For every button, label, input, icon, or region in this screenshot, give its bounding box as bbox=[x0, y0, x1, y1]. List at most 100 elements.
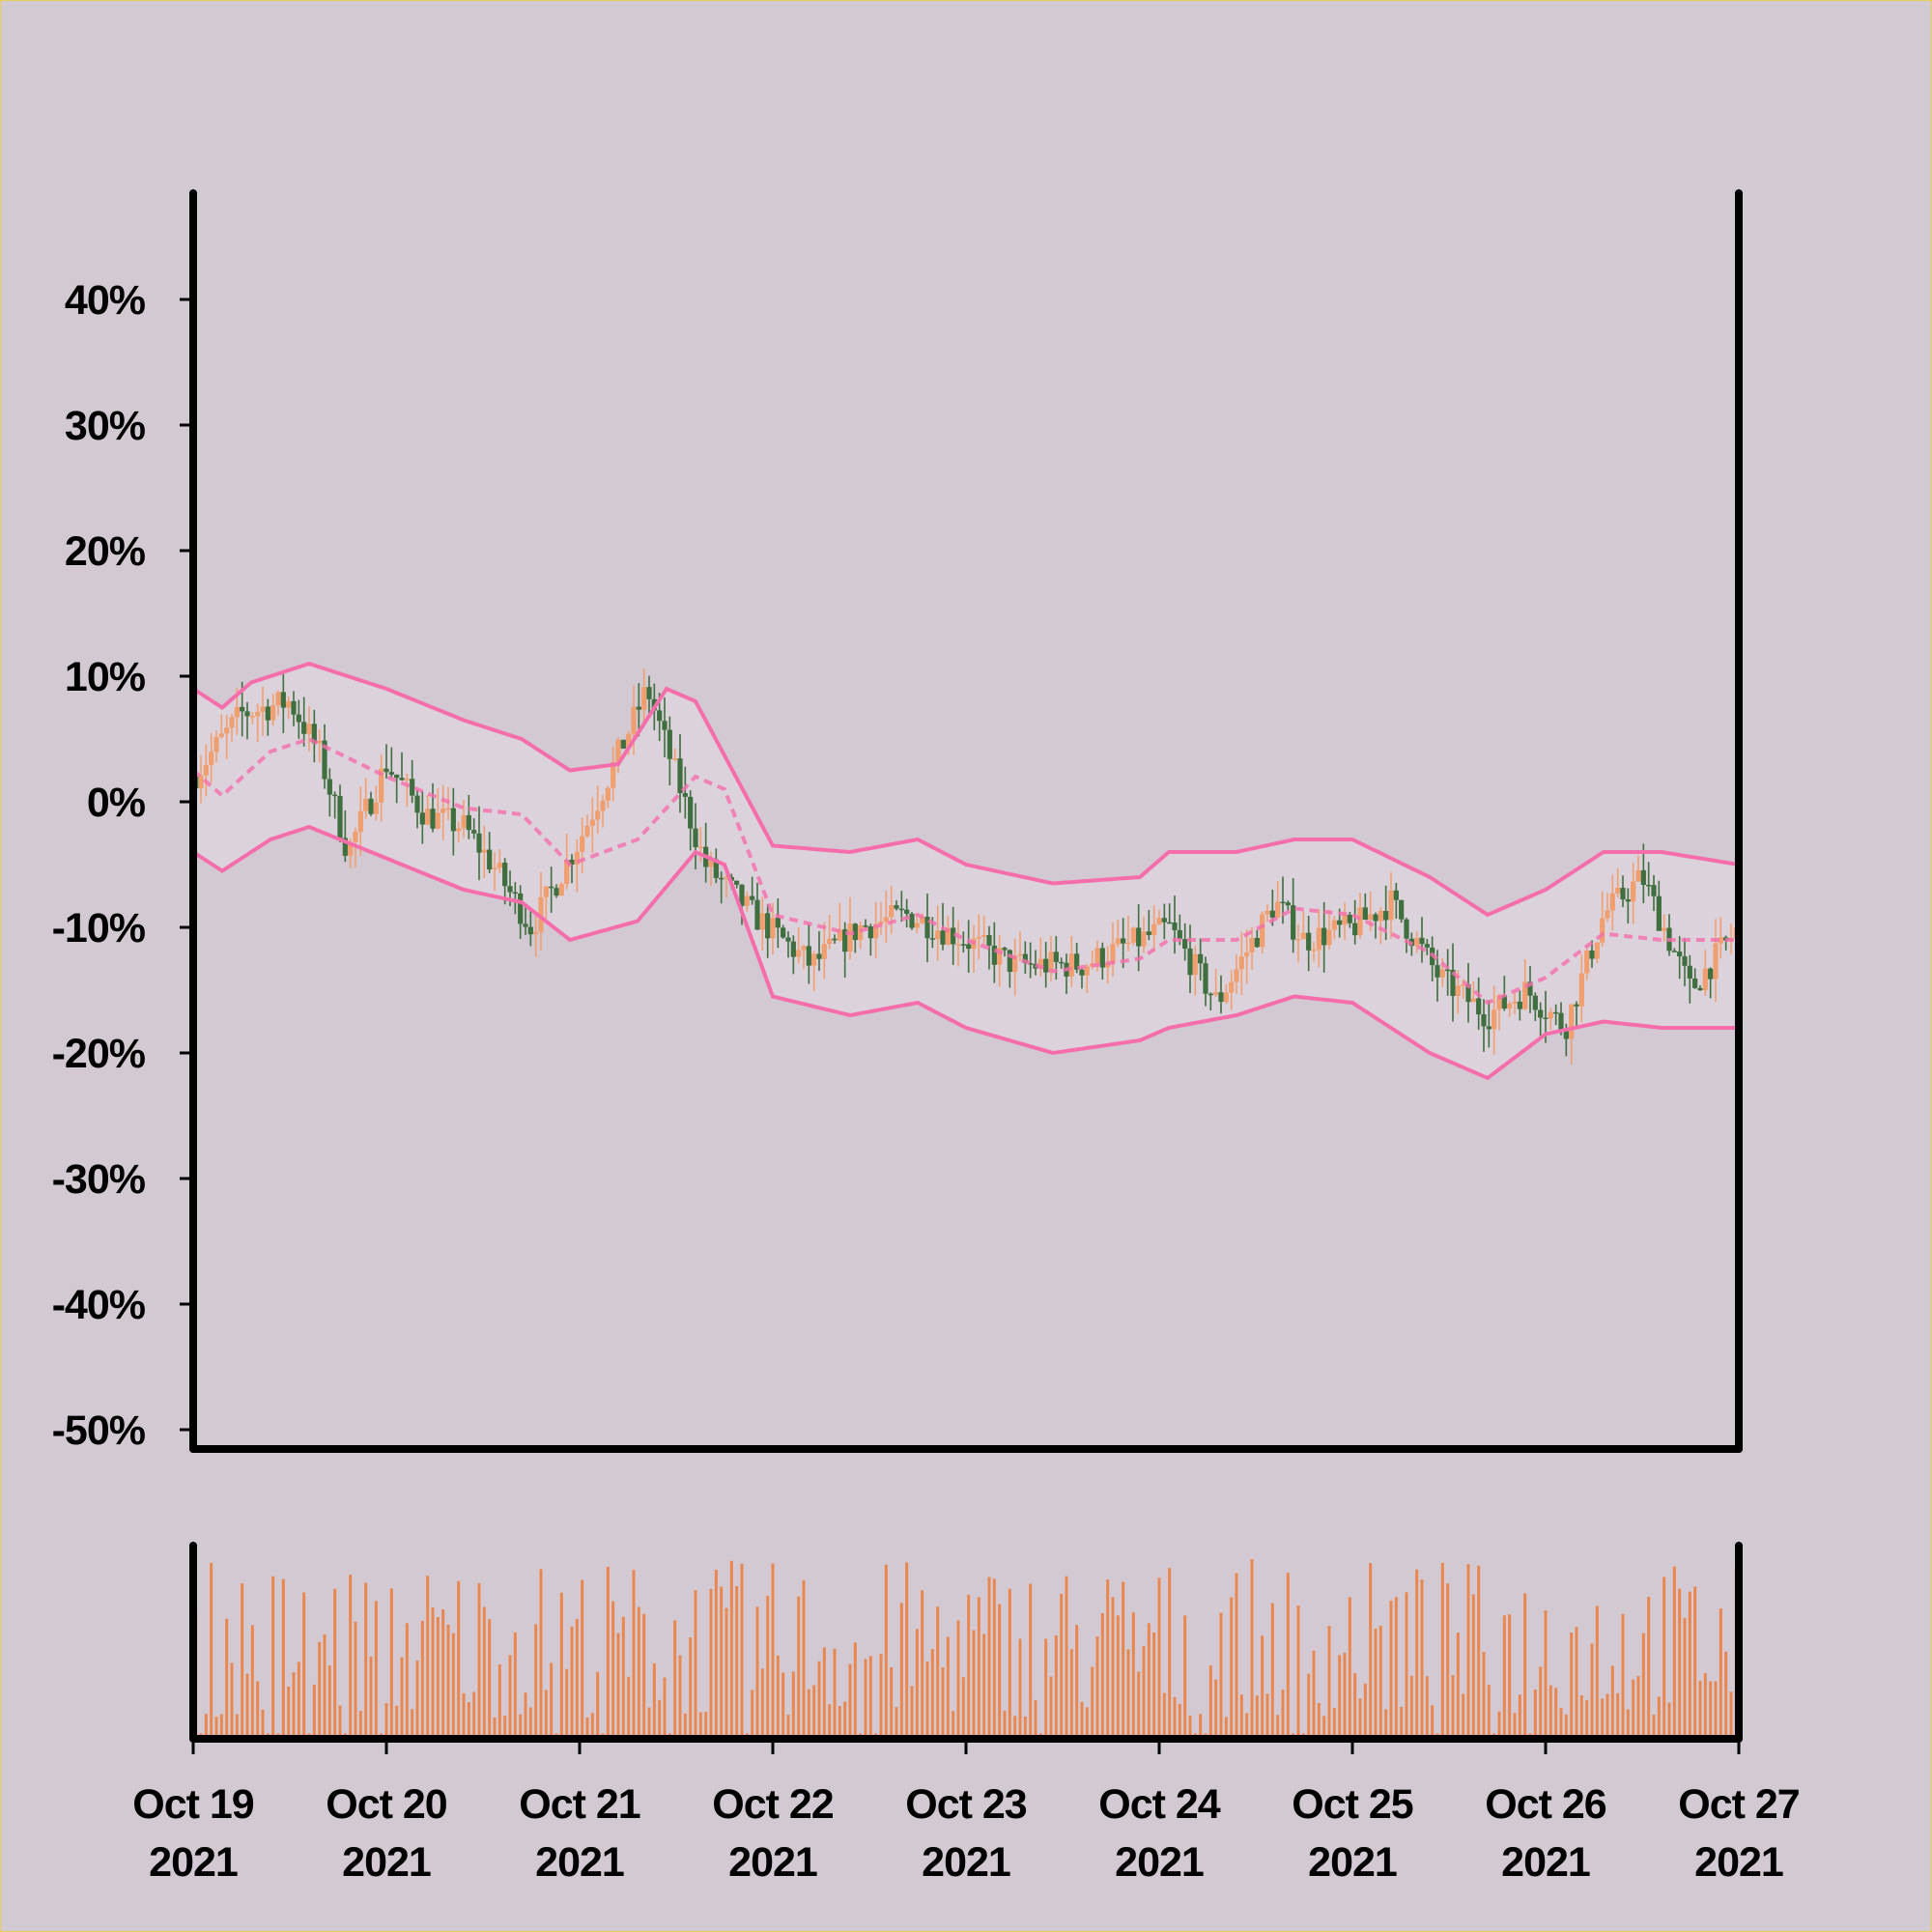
volume-bar bbox=[1446, 1583, 1450, 1739]
volume-bar bbox=[354, 1621, 357, 1739]
volume-bar bbox=[1239, 1694, 1243, 1739]
volume-bar bbox=[1054, 1635, 1058, 1739]
volume-bar bbox=[941, 1666, 945, 1739]
candle-body bbox=[1059, 961, 1065, 964]
candle-body bbox=[991, 945, 997, 965]
bollinger-lower-line bbox=[191, 824, 1739, 1081]
volume-bar bbox=[241, 1583, 244, 1739]
volume-bar bbox=[1162, 1692, 1166, 1739]
candle-body bbox=[765, 913, 771, 939]
volume-bar bbox=[1168, 1568, 1172, 1739]
candle-body bbox=[1677, 952, 1683, 957]
candle-body bbox=[1291, 905, 1296, 940]
volume-bar bbox=[1276, 1715, 1280, 1739]
volume-bar bbox=[1487, 1685, 1491, 1739]
candle-body bbox=[1182, 939, 1188, 949]
candle-body bbox=[1656, 895, 1662, 931]
candle-body bbox=[1486, 1026, 1492, 1030]
candle-body bbox=[1512, 1001, 1518, 1005]
candle-body bbox=[1156, 918, 1162, 924]
volume-bar bbox=[1111, 1597, 1115, 1739]
volume-bar bbox=[1431, 1705, 1435, 1739]
volume-bar bbox=[575, 1618, 579, 1739]
candle-body bbox=[363, 798, 369, 811]
candle-body bbox=[754, 899, 760, 930]
candle-body bbox=[713, 859, 719, 878]
volume-bar bbox=[776, 1655, 780, 1739]
volume-bar bbox=[1636, 1676, 1640, 1739]
volume-bar bbox=[616, 1633, 620, 1739]
volume-bar bbox=[1389, 1601, 1393, 1739]
candle-body bbox=[574, 851, 580, 865]
candle-body bbox=[739, 884, 745, 906]
volume-bar bbox=[910, 1686, 914, 1739]
candle-body bbox=[1130, 927, 1136, 943]
candle-body bbox=[1548, 1011, 1553, 1019]
volume-bar bbox=[952, 1711, 955, 1739]
volume-bar bbox=[1590, 1643, 1594, 1739]
volume-bar bbox=[807, 1689, 810, 1739]
y-tick-label: 40% bbox=[65, 277, 146, 324]
volume-bar bbox=[1394, 1597, 1398, 1739]
volume-bar bbox=[1570, 1633, 1574, 1739]
volume-bar bbox=[915, 1629, 919, 1739]
y-tick-label: -10% bbox=[52, 905, 146, 952]
volume-bar bbox=[925, 1661, 929, 1739]
candle-body bbox=[852, 923, 858, 941]
volume-bar bbox=[411, 1709, 414, 1739]
volume-bar bbox=[312, 1684, 316, 1739]
volume-bar bbox=[797, 1596, 801, 1739]
candle-body bbox=[1331, 920, 1337, 930]
volume-bar bbox=[451, 1633, 455, 1739]
candle-body bbox=[564, 859, 570, 885]
volume-bar bbox=[446, 1624, 450, 1739]
volume-bar bbox=[1307, 1673, 1311, 1739]
candle-body bbox=[955, 944, 961, 946]
y-tick-label: 10% bbox=[65, 654, 146, 700]
volume-bar bbox=[457, 1580, 461, 1739]
candle-body bbox=[976, 936, 981, 939]
candle-body bbox=[1280, 901, 1286, 904]
candle-body bbox=[1600, 918, 1605, 943]
candle-body bbox=[1419, 937, 1425, 945]
candle-body bbox=[1321, 927, 1327, 946]
volume-bar bbox=[1678, 1588, 1682, 1739]
bollinger-upper-line bbox=[191, 661, 1740, 918]
x-tick-label-year: 2021 bbox=[1308, 1839, 1397, 1886]
volume-bar bbox=[1235, 1573, 1238, 1739]
volume-bar bbox=[1157, 1577, 1161, 1739]
volume-bar bbox=[1575, 1627, 1578, 1739]
volume-bar bbox=[812, 1685, 816, 1739]
candle-body bbox=[430, 809, 436, 829]
volume-bar bbox=[1456, 1633, 1460, 1739]
volume-bar bbox=[1641, 1633, 1645, 1739]
volume-bar bbox=[868, 1656, 872, 1739]
x-tick-label-date: Oct 19 bbox=[132, 1781, 254, 1828]
volume-bar bbox=[581, 1579, 584, 1739]
volume-bar bbox=[230, 1662, 234, 1739]
volume-bar bbox=[1003, 1710, 1007, 1739]
candle-body bbox=[1708, 968, 1714, 980]
volume-bar bbox=[570, 1626, 574, 1739]
volume-bar bbox=[714, 1570, 718, 1739]
volume-bar bbox=[1106, 1579, 1110, 1739]
candle-body bbox=[986, 935, 992, 946]
candle-body bbox=[960, 944, 966, 946]
volume-bar bbox=[1688, 1591, 1691, 1739]
candle-body bbox=[1053, 952, 1059, 962]
volume-bar bbox=[1312, 1650, 1316, 1739]
candle-body bbox=[461, 814, 467, 829]
volume-bar bbox=[1451, 1675, 1455, 1739]
candle-body bbox=[966, 944, 972, 950]
candle-body bbox=[533, 931, 539, 935]
candle-body bbox=[1198, 953, 1204, 964]
candle-body bbox=[697, 846, 703, 849]
volume-bar bbox=[1281, 1690, 1285, 1739]
volume-bar bbox=[689, 1637, 693, 1739]
volume-bar bbox=[781, 1672, 785, 1739]
candle-body bbox=[1435, 965, 1440, 978]
candle-body bbox=[827, 938, 833, 945]
volume-bar bbox=[1137, 1671, 1141, 1739]
candle-body bbox=[1084, 966, 1090, 976]
